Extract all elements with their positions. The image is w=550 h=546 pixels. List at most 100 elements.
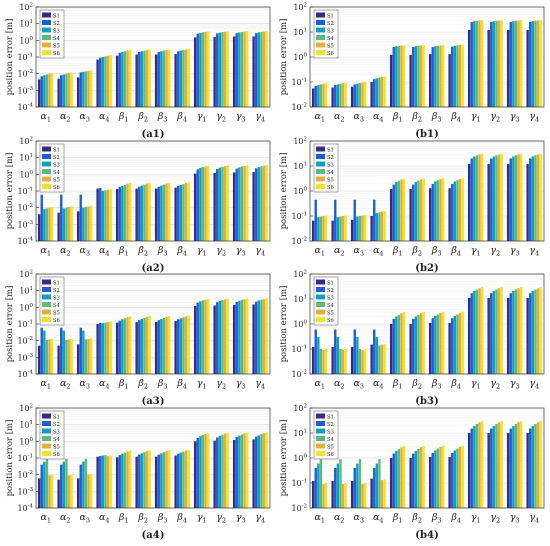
bar-S5-3 [106, 55, 110, 107]
bar-S1-6 [428, 456, 432, 508]
bar-S5-7 [184, 183, 188, 241]
bar-S3-3 [375, 78, 379, 107]
bar-S3-11 [531, 290, 535, 374]
bar-S4-1 [65, 339, 68, 374]
bar-S1-7 [174, 54, 177, 107]
bar-S6-11 [265, 165, 268, 241]
bar-S1-9 [487, 164, 490, 241]
legend-swatch [42, 309, 51, 315]
bar-S3-0 [317, 463, 320, 508]
bar-S6-7 [461, 44, 464, 107]
bar-S6-9 [500, 153, 503, 241]
y-tick-label: 101 [19, 286, 33, 296]
bar-S6-2 [363, 214, 367, 241]
bar-S2-11 [255, 33, 258, 107]
legend-swatch [42, 154, 51, 159]
bar-S3-5 [140, 185, 144, 241]
x-tick-label: α1 [40, 111, 51, 124]
bar-S1-9 [487, 30, 490, 107]
bar-S1-2 [350, 219, 354, 241]
bar-S2-3 [373, 329, 376, 374]
bar-S5-3 [380, 344, 384, 374]
bar-S2-1 [60, 194, 63, 241]
bar-S6-4 [128, 450, 132, 508]
bar-S6-4 [128, 183, 132, 241]
bar-S5-5 [145, 451, 149, 508]
panel-b2: 10-2 10-1 100 101 102 α1 α2 α3 α4 β1 β2 β3 β4 γ1 γ2 γ3 γ… [279, 137, 545, 274]
bar-S2-9 [490, 293, 493, 374]
bar-S6-7 [187, 182, 190, 241]
x-tick-label: γ1 [197, 111, 207, 124]
legend-swatch [316, 27, 325, 33]
bar-S2-0 [314, 329, 317, 374]
bar-S1-5 [409, 189, 412, 241]
bar-S3-4 [395, 316, 398, 374]
bar-S2-10 [509, 158, 512, 241]
bar-S6-10 [245, 31, 249, 108]
legend-label: S6 [327, 51, 334, 57]
bar-S6-5 [148, 450, 151, 508]
bar-S2-7 [451, 318, 454, 374]
x-tick-label: β1 [392, 378, 403, 391]
legend-label: S1 [327, 147, 334, 153]
x-tick-label: β3 [157, 111, 168, 124]
bar-S1-9 [487, 297, 490, 374]
bar-S6-3 [383, 210, 386, 241]
bar-S6-5 [422, 446, 425, 508]
legend-swatch [42, 451, 51, 456]
legend-swatch [42, 443, 51, 449]
bar-S6-11 [265, 432, 268, 508]
bar-S1-7 [448, 54, 451, 107]
legend-swatch [316, 42, 325, 48]
bar-S5-5 [145, 50, 149, 107]
legend-swatch [316, 154, 325, 159]
y-tick-label: 100 [293, 53, 307, 63]
bar-S6-6 [167, 450, 171, 508]
bar-S1-10 [232, 440, 236, 508]
bar-S3-10 [238, 32, 241, 107]
bar-S4-2 [358, 459, 362, 508]
legend-label: S5 [53, 43, 60, 49]
bar-S4-7 [456, 45, 459, 107]
bar-S3-8 [199, 168, 202, 241]
bar-S2-1 [334, 329, 337, 374]
x-tick-label: γ4 [529, 245, 539, 258]
legend-swatch [316, 12, 325, 18]
bar-S2-1 [334, 199, 337, 241]
bar-S4-7 [456, 448, 459, 508]
legend-swatch [42, 184, 51, 189]
y-tick-label: 101 [293, 429, 307, 439]
bar-S5-9 [223, 166, 227, 241]
bar-S1-11 [526, 30, 529, 107]
bar-S1-0 [37, 79, 41, 107]
bar-S3-4 [121, 319, 124, 374]
bar-S2-11 [255, 301, 258, 374]
bar-S5-11 [536, 288, 540, 374]
bar-S4-10 [514, 289, 518, 374]
bar-S2-7 [177, 319, 180, 374]
y-tick-label: 102 [19, 3, 33, 13]
bar-S5-1 [341, 83, 345, 107]
bar-S4-11 [534, 20, 537, 107]
bar-S6-0 [324, 215, 328, 241]
bar-S2-0 [314, 199, 317, 241]
bar-S6-4 [402, 312, 406, 374]
bar-S3-2 [356, 463, 359, 508]
bar-S4-10 [240, 31, 244, 107]
x-tick-label: α3 [353, 111, 364, 124]
x-tick-label: β3 [431, 512, 442, 525]
bar-S6-0 [50, 474, 54, 508]
legend-swatch [316, 161, 325, 167]
bar-S6-6 [167, 182, 171, 241]
bar-S2-8 [196, 437, 199, 508]
bar-S2-7 [451, 184, 454, 241]
bar-S1-6 [428, 322, 432, 374]
bar-S4-10 [514, 423, 518, 508]
y-tick-label: 10-1 [291, 479, 307, 489]
bar-S3-4 [121, 185, 124, 241]
bar-S2-10 [509, 22, 512, 107]
bar-S6-10 [245, 298, 249, 374]
bar-S5-3 [106, 322, 110, 374]
y-axis-label: position error [m] [5, 19, 15, 96]
bar-S6-9 [226, 165, 229, 241]
